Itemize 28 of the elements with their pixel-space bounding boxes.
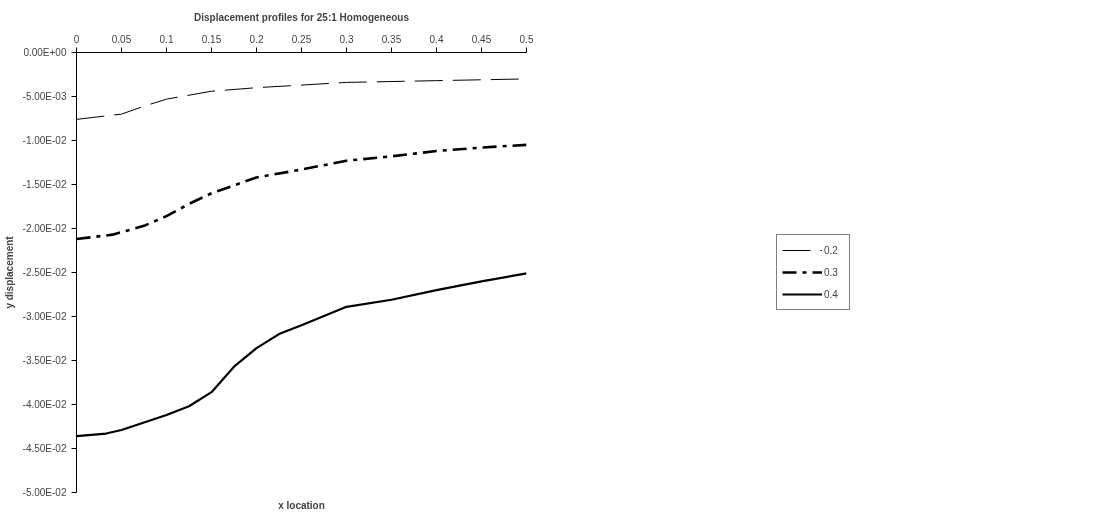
x-tick-label: 0.3 — [339, 33, 354, 45]
y-tick-label: -4.50E-02 — [22, 443, 67, 454]
x-tick-label: 0.5 — [519, 33, 534, 45]
y-tick-label: -5.00E-02 — [22, 487, 67, 498]
x-tick-label: 0 — [73, 33, 80, 45]
y-tick-label: -2.00E-02 — [22, 223, 67, 234]
x-axis-title: x location — [278, 499, 325, 511]
y-tick-label: -3.00E-02 — [22, 311, 67, 322]
legend-label: 0.3 — [824, 266, 839, 278]
x-tick-label: 0.05 — [111, 33, 132, 45]
x-tick-label: 0.45 — [471, 33, 492, 45]
x-tick-label: 0.1 — [159, 33, 174, 45]
y-tick-label: -2.50E-02 — [22, 267, 67, 278]
x-tick-label: 0.25 — [291, 33, 312, 45]
y-tick-label: -1.50E-02 — [22, 179, 67, 190]
legend-label: 0.2 — [824, 244, 839, 256]
y-axis-title: y displacement — [3, 235, 15, 309]
legend-label: 0.4 — [824, 288, 839, 300]
y-tick-label: -3.50E-02 — [22, 355, 67, 366]
y-tick-label: -1.00E-02 — [22, 135, 67, 146]
y-tick-label: -4.00E-02 — [22, 399, 67, 410]
x-tick-label: 0.35 — [381, 33, 402, 45]
y-tick-label: 0.00E+00 — [23, 47, 67, 58]
chart-title: Displacement profiles for 25:1 Homogeneous — [193, 11, 410, 23]
x-tick-label: 0.2 — [249, 33, 264, 45]
x-tick-label: 0.4 — [429, 33, 444, 45]
x-tick-label: 0.15 — [201, 33, 222, 45]
y-tick-label: -5.00E-03 — [22, 91, 67, 102]
